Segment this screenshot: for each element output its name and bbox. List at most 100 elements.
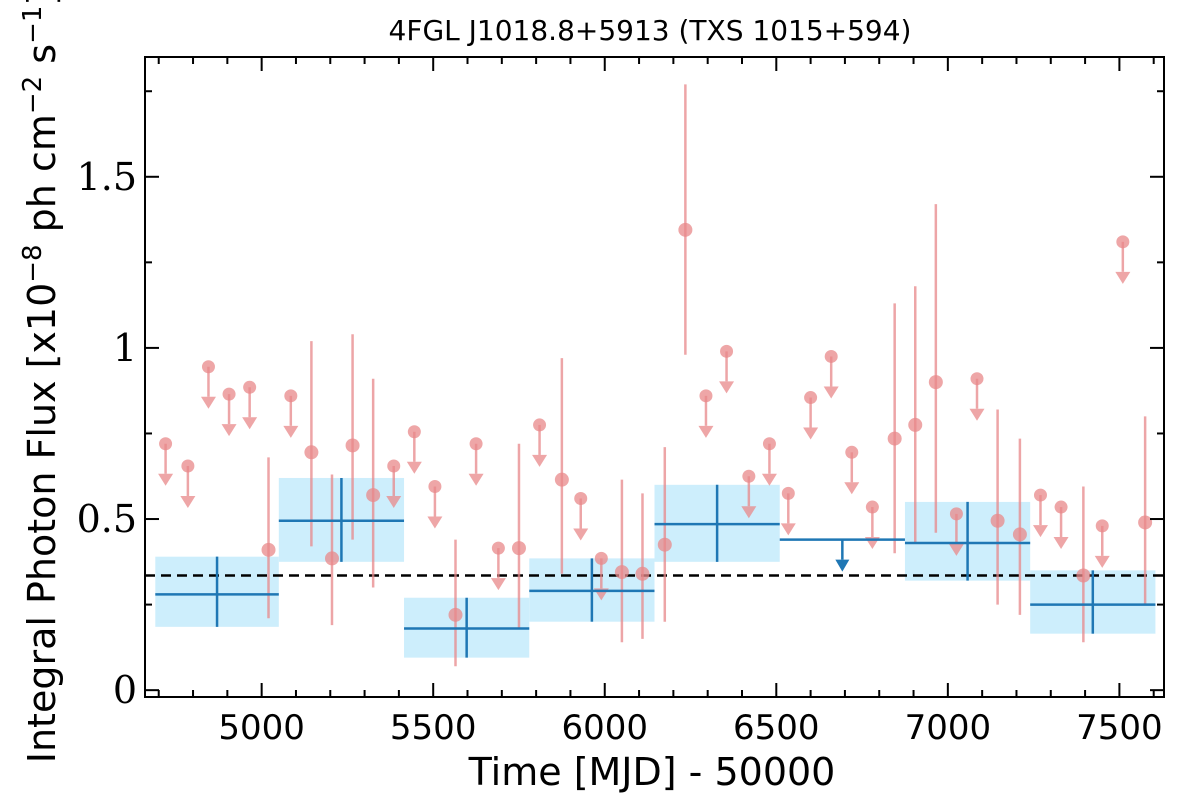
short-bin-ul-point-28: [1116, 235, 1130, 249]
short-bin-ul-arrow-5: [283, 425, 299, 438]
y-axis-label-exp-1: −8: [18, 244, 48, 282]
short-bin-ul-arrow-21: [844, 482, 860, 495]
long-bin-ul-arrow-0: [835, 559, 850, 572]
short-bin-ul-point-25: [1033, 488, 1047, 502]
short-bin-ul-arrow-23: [948, 543, 964, 556]
short-bin-point-16: [1012, 527, 1027, 542]
plot-area: [145, 84, 1164, 667]
short-bin-ul-point-18: [781, 486, 795, 500]
short-bin-ul-arrow-11: [532, 454, 548, 467]
short-bin-ul-arrow-18: [780, 523, 796, 536]
short-bin-ul-arrow-19: [803, 427, 819, 440]
y-axis-label-unit-2: s: [20, 44, 64, 76]
short-bin-ul-point-14: [699, 389, 713, 403]
short-bin-ul-arrow-12: [573, 528, 589, 541]
short-bin-ul-point-19: [804, 391, 818, 405]
short-bin-ul-arrow-1: [180, 495, 196, 508]
short-bin-ul-arrow-6: [386, 495, 402, 508]
short-bin-point-12: [887, 431, 902, 446]
y-axis-label-unit-1: ph cm: [20, 114, 64, 244]
short-bin-ul-point-9: [469, 437, 483, 451]
y-axis-label: Integral Photon Flux [x10−8 ph cm−2 s−1]: [18, 0, 64, 763]
short-bin-ul-point-6: [387, 459, 401, 473]
short-bin-ul-point-24: [970, 372, 984, 386]
y-tick-label-0_5: 0.5: [77, 497, 137, 541]
short-bin-ul-arrow-0: [158, 473, 174, 486]
short-bin-ul-point-21: [845, 445, 859, 459]
short-bin-ul-arrow-2: [200, 396, 216, 409]
short-bin-point-4: [366, 488, 381, 503]
short-bin-point-5: [448, 607, 463, 622]
short-bin-ul-point-20: [824, 349, 838, 363]
chart-title: 4FGL J1018.8+5913 (TXS 1015+594): [389, 14, 912, 47]
short-bin-ul-arrow-10: [490, 578, 506, 591]
short-bin-ul-point-27: [1095, 519, 1109, 533]
short-bin-ul-point-17: [762, 437, 776, 451]
short-bin-point-13: [908, 417, 923, 432]
short-bin-point-6: [511, 541, 526, 556]
short-bin-ul-point-11: [533, 418, 547, 432]
short-bin-ul-arrow-4: [242, 417, 258, 430]
x-tick-label-5000: 5000: [218, 708, 305, 748]
short-bin-point-15: [990, 513, 1005, 528]
short-bin-ul-point-3: [222, 387, 236, 401]
short-bin-ul-point-13: [594, 551, 608, 565]
short-bin-ul-point-22: [865, 500, 879, 514]
short-bin-ul-point-8: [428, 480, 442, 494]
short-bin-ul-point-16: [742, 469, 756, 483]
short-bin-ul-arrow-7: [406, 461, 422, 474]
short-bin-ul-arrow-27: [1094, 555, 1110, 568]
short-bin-point-17: [1076, 568, 1091, 583]
x-axis-label: Time [MJD] - 50000: [468, 750, 836, 794]
short-bin-point-9: [635, 566, 650, 581]
y-tick-label-1: 1: [113, 326, 137, 370]
short-bin-point-18: [1138, 515, 1153, 530]
short-bin-ul-arrow-28: [1115, 271, 1131, 284]
x-tick-label-7000: 7000: [905, 708, 992, 748]
short-bin-ul-point-26: [1054, 500, 1068, 514]
short-bin-ul-arrow-20: [823, 386, 839, 399]
short-bin-ul-point-23: [949, 507, 963, 521]
y-tick-label-0: 0: [113, 668, 137, 712]
short-bin-ul-arrow-15: [719, 381, 735, 394]
y-axis-label-end: ]: [20, 0, 64, 6]
x-tick-label-6000: 6000: [561, 708, 648, 748]
axis-ticks: 5000 5500 6000 6500 7000 7500 0 0.5 1 1.5: [77, 57, 1164, 748]
short-bin-point-10: [657, 537, 672, 552]
short-bin-ul-arrow-9: [468, 473, 484, 486]
short-bin-ul-arrow-17: [761, 473, 777, 486]
short-bin-point-8: [614, 565, 629, 580]
short-bin-point-2: [324, 551, 339, 566]
y-axis-label-exp-2: −2: [18, 76, 48, 114]
short-bin-point-14: [928, 375, 943, 390]
x-tick-label-5500: 5500: [390, 708, 477, 748]
short-bin-ul-point-15: [720, 344, 734, 358]
short-bin-ul-arrow-3: [221, 424, 237, 437]
short-bin-point-3: [345, 438, 360, 453]
short-bin-ul-arrow-26: [1053, 537, 1069, 550]
short-bin-point-1: [304, 445, 319, 460]
short-bin-ul-arrow-25: [1032, 525, 1048, 538]
short-bin-ul-arrow-14: [698, 425, 714, 438]
plot-frame: [144, 56, 1165, 698]
short-bin-ul-arrow-16: [741, 506, 757, 519]
short-bin-point-11: [678, 222, 693, 237]
x-tick-label-7500: 7500: [1076, 708, 1163, 748]
x-tick-label-6500: 6500: [733, 708, 820, 748]
short-bin-ul-arrow-24: [969, 408, 985, 421]
short-bin-ul-point-4: [243, 380, 257, 394]
short-bin-point-0: [261, 542, 276, 557]
short-bin-ul-point-12: [574, 491, 588, 505]
short-bin-ul-point-2: [201, 360, 215, 374]
short-bin-ul-point-0: [159, 437, 173, 451]
short-bin-ul-arrow-8: [427, 516, 443, 529]
short-bin-point-7: [554, 472, 569, 487]
y-tick-label-1_5: 1.5: [77, 155, 137, 199]
short-bin-ul-point-7: [407, 425, 421, 439]
short-bin-ul-point-1: [181, 459, 195, 473]
short-bin-ul-point-5: [284, 389, 298, 403]
short-bin-ul-point-10: [491, 541, 505, 555]
y-axis-label-exp-3: −1: [18, 6, 48, 44]
y-axis-label-main: Integral Photon Flux [x10: [20, 283, 64, 764]
